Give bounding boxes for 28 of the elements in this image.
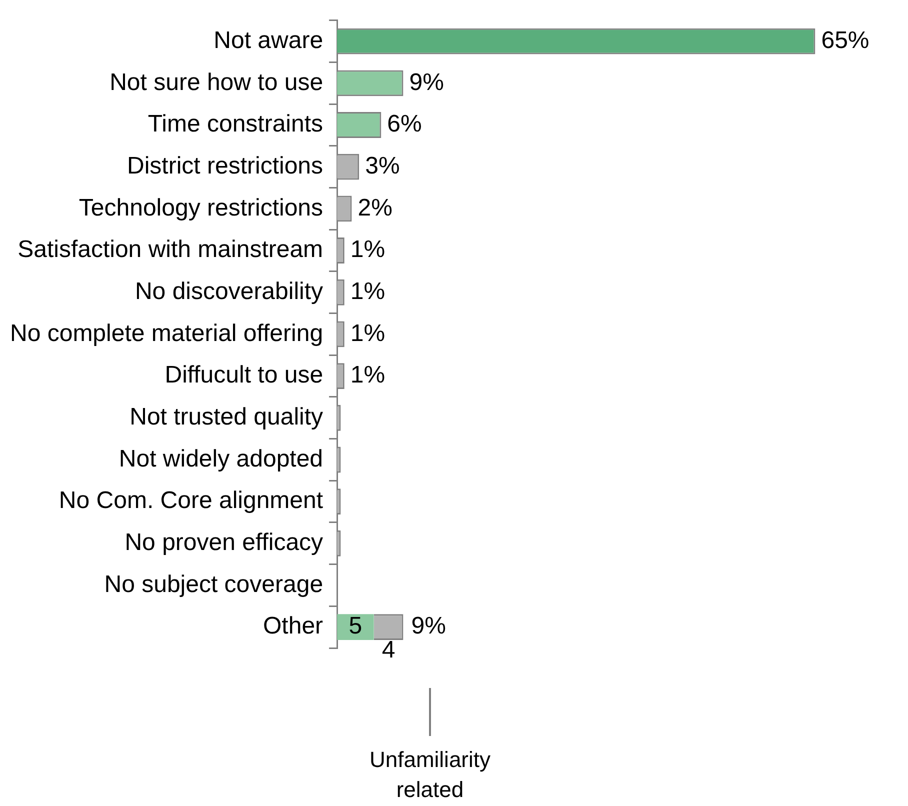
y-tick-label: No discoverability	[134, 278, 324, 305]
total-label: 9%	[411, 612, 446, 640]
y-tick-label: Not widely adopted	[118, 445, 324, 472]
y-tick-label: Not sure how to use	[110, 68, 324, 96]
data-label: 4	[382, 636, 396, 664]
y-tick-label: Time constraints	[148, 110, 324, 138]
y-tick-label: No proven efficacy	[124, 529, 324, 556]
data-label: 2%	[358, 194, 392, 222]
data-label: 1%	[350, 278, 386, 305]
data-label: 1%	[350, 320, 386, 347]
data-label: 1%	[350, 236, 386, 264]
y-tick-label: Not aware	[214, 26, 324, 54]
y-tick-label: No subject coverage	[104, 570, 324, 598]
y-tick-label: No complete material offering	[10, 320, 324, 347]
y-tick-label: District restrictions	[127, 152, 324, 180]
y-tick-label: Diffucult to use	[164, 362, 324, 389]
data-label: 65%	[821, 26, 870, 54]
data-label: 1%	[350, 362, 386, 389]
data-label: 6%	[387, 110, 422, 138]
y-tick-label: No Com. Core alignment	[58, 487, 324, 514]
data-label: 9%	[409, 68, 444, 96]
y-tick-label: Technology restrictions	[78, 194, 324, 222]
y-tick-label: Other	[263, 612, 324, 640]
text: Unfamiliarity related	[368, 746, 492, 804]
data-label: 5	[348, 612, 362, 640]
y-tick-label: Not trusted quality	[130, 404, 324, 431]
y-tick-label: Satisfaction with mainstream	[18, 236, 324, 264]
data-label: 3%	[365, 152, 400, 180]
